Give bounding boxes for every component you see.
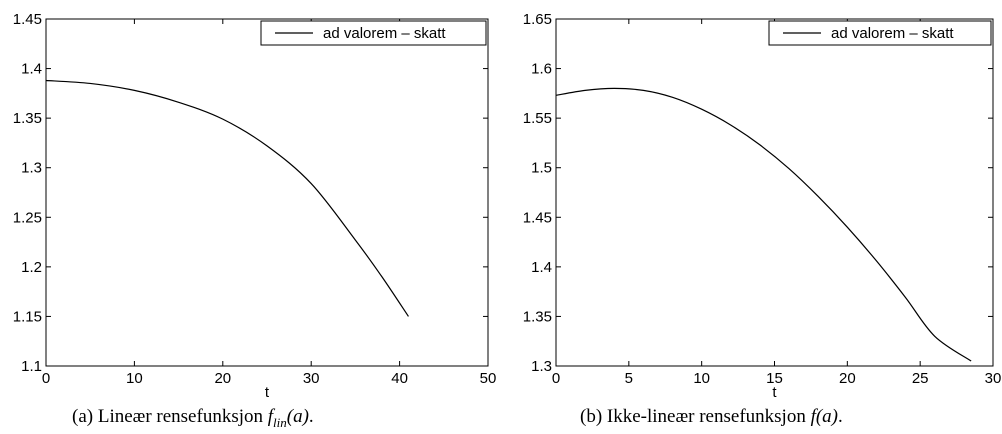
y-tick-label: 1.25 bbox=[13, 209, 42, 226]
x-tick-label: 0 bbox=[42, 370, 50, 387]
x-tick-label: 5 bbox=[625, 370, 633, 387]
caption-a-suffix: . bbox=[308, 406, 314, 427]
chart-1: 0 5 10 15 20 25 30 1.3 1.35 1.4 1.45 1.5 1.55 1.6 1.65… bbox=[523, 11, 1002, 401]
y-tick-label: 1.65 bbox=[523, 11, 552, 28]
y-tick-label: 1.4 bbox=[531, 259, 552, 276]
y-tick-label: 1.55 bbox=[523, 110, 552, 127]
y-tick-label: 1.3 bbox=[531, 358, 552, 375]
series-line-0 bbox=[555, 87, 972, 362]
caption-a: (a) Lineær rensefunksjon flin(a). bbox=[72, 406, 314, 431]
caption-b-suffix: . bbox=[838, 406, 843, 427]
x-tick-label: 40 bbox=[391, 370, 408, 387]
y-tick-label: 1.35 bbox=[13, 110, 42, 127]
x-tick-label: 20 bbox=[214, 370, 231, 387]
y-tick-label: 1.15 bbox=[13, 308, 42, 325]
y-tick-label: 1.35 bbox=[523, 308, 552, 325]
plot-frame bbox=[45, 18, 489, 367]
y-tick-label: 1.2 bbox=[21, 259, 42, 276]
x-tick-label: 20 bbox=[839, 370, 856, 387]
x-axis-label: t bbox=[265, 384, 270, 401]
y-tick-label: 1.1 bbox=[21, 358, 42, 375]
series-line-0 bbox=[45, 79, 409, 317]
caption-b: (b) Ikke-lineær rensefunksjon f(a). bbox=[580, 406, 843, 428]
caption-b-math-arg: (a) bbox=[815, 406, 839, 427]
legend-label: ad valorem – skatt bbox=[323, 25, 446, 42]
y-tick-label: 1.45 bbox=[523, 209, 552, 226]
x-tick-label: 50 bbox=[480, 370, 497, 387]
x-tick-label: 15 bbox=[766, 370, 783, 387]
legend-label: ad valorem – skatt bbox=[831, 25, 954, 42]
caption-a-text: (a) Lineær rensefunksjon bbox=[72, 406, 268, 427]
plot-frame bbox=[555, 18, 994, 367]
x-tick-label: 10 bbox=[693, 370, 710, 387]
y-tick-label: 1.4 bbox=[21, 61, 42, 78]
y-tick-label: 1.6 bbox=[531, 61, 552, 78]
y-tick-label: 1.5 bbox=[531, 160, 552, 177]
chart-0: 0 10 20 30 40 50 1.1 1.15 1.2 1.25 1.3 1.35 1.4 1.45 t… bbox=[13, 11, 497, 401]
x-tick-label: 25 bbox=[912, 370, 929, 387]
x-tick-label: 30 bbox=[303, 370, 320, 387]
caption-a-math: f bbox=[267, 406, 274, 427]
caption-b-text: (b) Ikke-lineær rensefunksjon bbox=[580, 406, 811, 427]
x-axis-label: t bbox=[772, 384, 777, 401]
y-tick-label: 1.3 bbox=[21, 160, 42, 177]
x-tick-label: 10 bbox=[126, 370, 143, 387]
caption-a-math-sub: lin bbox=[273, 414, 287, 430]
caption-b-math: f bbox=[810, 406, 816, 427]
x-tick-label: 0 bbox=[552, 370, 560, 387]
y-tick-label: 1.45 bbox=[13, 11, 42, 28]
caption-a-math-arg: (a) bbox=[286, 406, 309, 427]
x-tick-label: 30 bbox=[985, 370, 1002, 387]
